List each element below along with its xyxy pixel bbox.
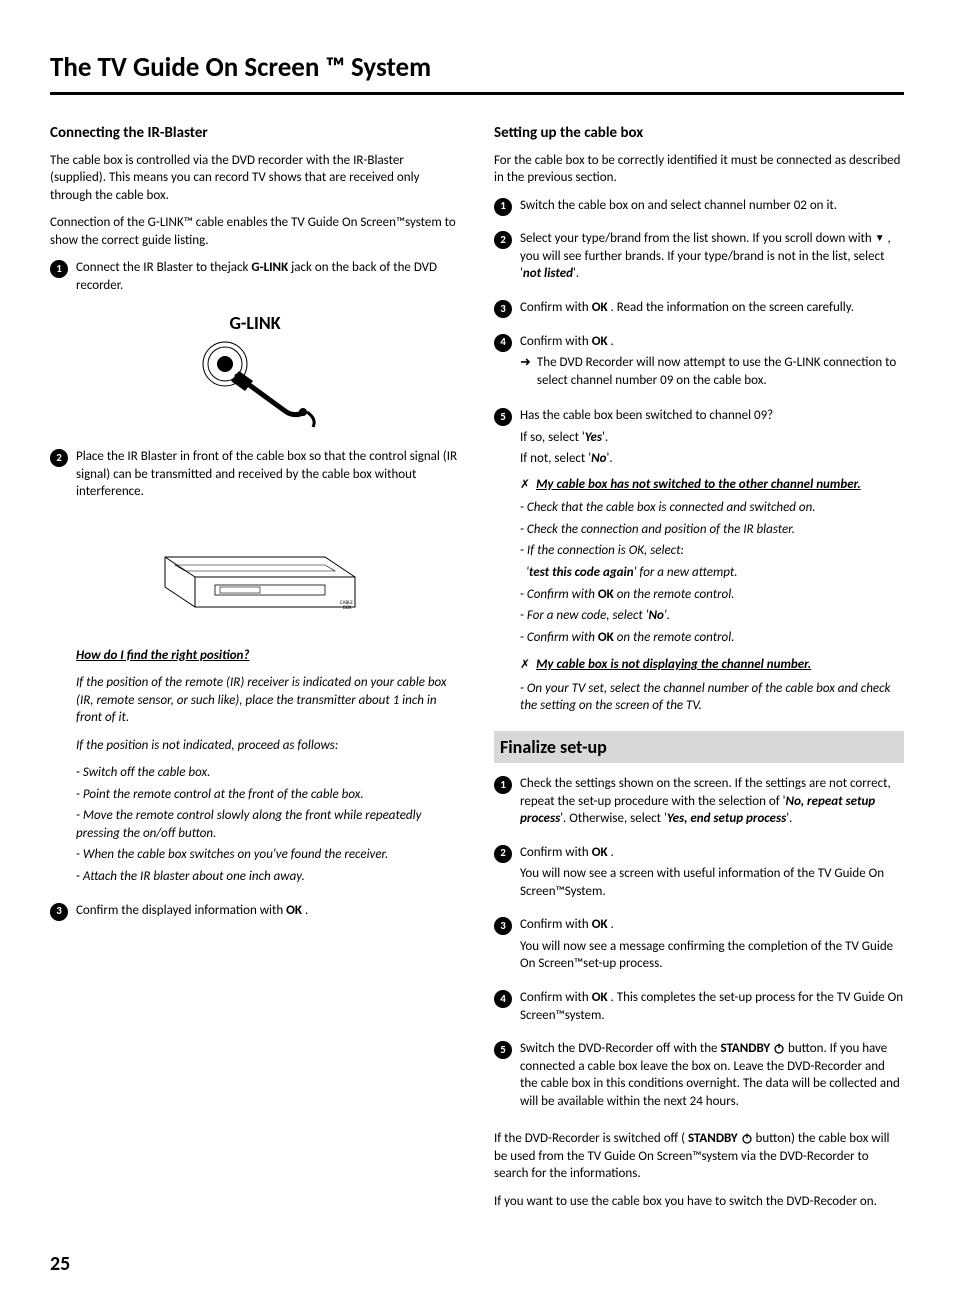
step-number-icon: 5 [494, 1041, 512, 1059]
cable-box-svg: CABLE BOX [125, 517, 385, 627]
finalize-step-1: 1 Check the settings shown on the screen… [494, 775, 904, 832]
page-number: 25 [50, 1251, 904, 1278]
step-text: Confirm with OK . [520, 916, 904, 934]
step-text: Confirm with OK . [520, 333, 904, 351]
howfind-dash: - Move the remote control slowly along t… [76, 807, 460, 842]
arrow-text: The DVD Recorder will now attempt to use… [537, 354, 904, 389]
finalize-step-4: 4 Confirm with OK . This completes the s… [494, 989, 904, 1028]
x-icon: ✗ [520, 477, 530, 493]
howfind-title: How do I find the right position? [76, 647, 460, 665]
right-step-3: 3 Confirm with OK . Read the information… [494, 299, 904, 321]
howfind-p1: If the position of the remote (IR) recei… [76, 674, 460, 727]
page-title: The TV Guide On Screen ™ System [50, 50, 904, 95]
howfind-dash: - Switch off the cable box. [76, 764, 460, 782]
step-text: If so, select 'Yes'. [520, 429, 904, 447]
arrow-icon: ➜ [520, 354, 531, 372]
dash-item: - If the connection is OK, select: [520, 542, 904, 560]
step-number-icon: 4 [494, 990, 512, 1008]
dash-item: - For a new code, select 'No'. [520, 607, 904, 625]
howfind-p2: If the position is not indicated, procee… [76, 737, 460, 755]
step-text: You will now see a message confirming th… [520, 938, 904, 973]
cable-box-diagram: CABLE BOX [50, 517, 460, 633]
step-text: Switch the DVD-Recorder off with the STA… [520, 1040, 904, 1110]
how-do-i-find-block: How do I find the right position? If the… [76, 647, 460, 886]
dash-item: - Check that the cable box is connected … [520, 499, 904, 517]
step-text: Place the IR Blaster in front of the cab… [76, 448, 460, 501]
setup-intro: For the cable box to be correctly identi… [494, 152, 904, 187]
right-column: Setting up the cable box For the cable b… [494, 123, 904, 1220]
intro-paragraph-1: The cable box is controlled via the DVD … [50, 152, 460, 205]
heading-setting-up-cable-box: Setting up the cable box [494, 123, 904, 143]
right-step-2: 2 Select your type/brand from the list s… [494, 230, 904, 287]
troubleshoot-title: My cable box has not switched to the oth… [536, 476, 904, 494]
troubleshoot-2-header: ✗ My cable box is not displaying the cha… [520, 656, 904, 674]
left-step-1: 1 Connect the IR Blaster to thejack G-LI… [50, 259, 460, 298]
step-text: Select your type/brand from the list sho… [520, 230, 904, 283]
step-number-icon: 2 [50, 449, 68, 467]
left-step-2: 2 Place the IR Blaster in front of the c… [50, 448, 460, 505]
result-arrow-line: ➜ The DVD Recorder will now attempt to u… [520, 354, 904, 389]
howfind-dash: - Attach the IR blaster about one inch a… [76, 868, 460, 886]
glink-label: G-LINK [50, 311, 460, 335]
dash-item: - Check the connection and position of t… [520, 521, 904, 539]
heading-connecting-ir-blaster: Connecting the IR-Blaster [50, 123, 460, 143]
step-number-icon: 3 [494, 917, 512, 935]
finalize-step-3: 3 Confirm with OK . You will now see a m… [494, 916, 904, 977]
troubleshoot-title: My cable box is not displaying the chann… [536, 656, 904, 674]
right-step-5: 5 Has the cable box been switched to cha… [494, 407, 904, 719]
right-step-1: 1 Switch the cable box on and select cha… [494, 197, 904, 219]
step-text: Connect the IR Blaster to thejack G-LINK… [76, 259, 460, 294]
x-icon: ✗ [520, 657, 530, 673]
step-number-icon: 1 [494, 776, 512, 794]
left-column: Connecting the IR-Blaster The cable box … [50, 123, 460, 1220]
howfind-dash: - When the cable box switches on you've … [76, 846, 460, 864]
step-number-icon: 4 [494, 334, 512, 352]
step-number-icon: 1 [50, 260, 68, 278]
step-text: Confirm with OK . Read the information o… [520, 299, 904, 317]
step-text: You will now see a screen with useful in… [520, 865, 904, 900]
svg-text:BOX: BOX [343, 605, 352, 611]
step-number-icon: 3 [50, 903, 68, 921]
step-number-icon: 1 [494, 198, 512, 216]
ir-blaster-svg [165, 339, 345, 429]
dash-item: - On your TV set, select the channel num… [520, 680, 904, 715]
dash-item: - Confirm with OK on the remote control. [520, 629, 904, 647]
step-text: Confirm with OK . This completes the set… [520, 989, 904, 1024]
intro-paragraph-2: Connection of the G-LINK™ cable enables … [50, 214, 460, 249]
step-number-icon: 2 [494, 845, 512, 863]
step-text: Switch the cable box on and select chann… [520, 197, 904, 215]
closing-paragraph-2: If you want to use the cable box you hav… [494, 1193, 904, 1211]
troubleshoot-1-header: ✗ My cable box has not switched to the o… [520, 476, 904, 494]
step-number-icon: 2 [494, 231, 512, 249]
right-step-4: 4 Confirm with OK . ➜ The DVD Recorder w… [494, 333, 904, 396]
step-text: Confirm the displayed information with O… [76, 902, 460, 920]
finalize-step-5: 5 Switch the DVD-Recorder off with the S… [494, 1040, 904, 1114]
howfind-dash: - Point the remote control at the front … [76, 786, 460, 804]
step-text: Has the cable box been switched to chann… [520, 407, 904, 425]
closing-paragraph-1: If the DVD-Recorder is switched off ( ST… [494, 1130, 904, 1183]
finalize-step-2: 2 Confirm with OK . You will now see a s… [494, 844, 904, 905]
left-step-3: 3 Confirm the displayed information with… [50, 902, 460, 924]
standby-icon [741, 1132, 753, 1144]
step-text: If not, select 'No'. [520, 450, 904, 468]
dash-item: 'test this code again' for a new attempt… [526, 564, 904, 582]
heading-finalize-setup: Finalize set-up [494, 731, 904, 763]
step-text: Confirm with OK . [520, 844, 904, 862]
troubleshoot-2-list: - On your TV set, select the channel num… [520, 680, 904, 715]
standby-icon [773, 1042, 785, 1054]
down-triangle-icon: ▼ [875, 231, 885, 245]
step-number-icon: 5 [494, 408, 512, 426]
dash-item: - Confirm with OK on the remote control. [520, 586, 904, 604]
troubleshoot-1-list: - Check that the cable box is connected … [520, 499, 904, 646]
step-text: Check the settings shown on the screen. … [520, 775, 904, 828]
glink-diagram: G-LINK [50, 311, 460, 435]
step-number-icon: 3 [494, 300, 512, 318]
